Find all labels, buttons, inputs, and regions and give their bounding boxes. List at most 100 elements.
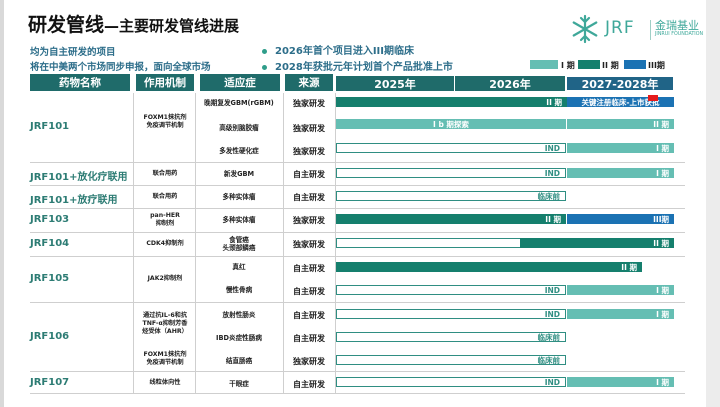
row-separator (30, 232, 685, 233)
legend-phase2-swatch (578, 60, 600, 69)
divider (133, 93, 134, 393)
indication-ibd: IBD炎症性肠病 (216, 334, 262, 342)
source-crc: 独家研发 (293, 357, 325, 366)
bullet-text: 2028年获批元年计划首个产品批准上市 (275, 62, 453, 73)
mech-jrf101-chemo-radio: 联合用药 (152, 170, 178, 177)
red-highlight-mark (648, 95, 658, 101)
drug-jrf101-radio: JRF101+放疗联用 (30, 195, 118, 206)
mech-jrf101: FOXM1抹抗剂 免疫调节机制 (143, 114, 187, 129)
mech-jrf107: 线粒体向性 (149, 379, 181, 386)
slide-left-border (0, 0, 4, 407)
bar-crc-preclinical: 临床前 (336, 355, 566, 365)
divider (195, 93, 196, 393)
indication-pv: 真红 (232, 263, 246, 271)
note-global-market: 将在中美两个市场同步申报，面向全球市场 (30, 62, 211, 73)
logo-en: JINRUI FOUNDATION (655, 32, 704, 37)
indication-radiation-enteritis: 放射性肠炎 (222, 311, 256, 319)
bar-pv-phase2: II 期 (336, 262, 642, 272)
source-ibd: 自主研发 (293, 334, 325, 343)
logo-cn: 金瑞基业 (655, 19, 699, 32)
indication-solid-tumor-jrf103: 多种实体瘤 (222, 216, 256, 224)
row-separator (30, 302, 685, 303)
drug-jrf106: JRF106 (30, 331, 70, 342)
source-new-gbm: 自主研发 (293, 170, 325, 179)
mech-jrf103: pan-HER 抑制剂 (150, 212, 180, 227)
drug-jrf105: JRF105 (30, 273, 70, 284)
header-year-2027-2028: 2027-2028年 (566, 76, 674, 91)
bar-hgg-phase1b: I b 期探索 (336, 119, 566, 129)
bar-ibd-preclinical: 临床前 (336, 332, 566, 342)
bar-ms-phase1: I 期 (567, 143, 674, 153)
bar-dry-eye-ind: IND (336, 377, 566, 387)
header-indication: 适应症 (200, 74, 280, 91)
bullet-text: 2026年首个项目进入III期临床 (275, 46, 414, 57)
bar-chronic-bone-ind: IND (336, 285, 566, 295)
header-year-2026: 2026年 (455, 76, 565, 91)
header-drug: 药物名称 (30, 74, 130, 91)
note-self-developed: 均为自主研发的项目 (30, 47, 116, 58)
indication-new-gbm: 新发GBM (223, 170, 255, 178)
divider (283, 93, 284, 393)
bar-rgbm-pivotal: 关键注册临床-上市获批 (567, 97, 674, 107)
source-solid-tumor-radio: 自主研发 (293, 193, 325, 202)
header-mechanism: 作用机制 (136, 74, 194, 91)
slide-right-border (706, 0, 720, 407)
logo-separator (650, 20, 651, 40)
row-separator (30, 256, 685, 257)
bar-new-gbm-phase1: I 期 (567, 168, 674, 178)
row-separator (30, 162, 685, 163)
snowflake-logo-icon (572, 14, 598, 44)
source-chronic-bone: 自主研发 (293, 287, 325, 296)
mech-jrf106-ahr: 通过抗IL-6和抗 TNF-α抑制芳香 烃受体（AHR） (142, 312, 188, 335)
legend-phase1-label: I 期 (561, 61, 575, 70)
indication-crc: 结直肠癌 (225, 357, 253, 365)
bar-rgbm-phase2: II 期 (336, 97, 567, 107)
mech-jrf104: CDK4抑制剂 (146, 240, 184, 247)
bar-jrf103-phase2: II 期 (336, 214, 566, 224)
drug-jrf104: JRF104 (30, 238, 70, 249)
bullet-approval-2028: 2028年获批元年计划首个产品批准上市 (262, 58, 453, 73)
drug-jrf107: JRF107 (30, 377, 70, 388)
drug-jrf101-chemo-radio: JRF101+放化疗联用 (30, 172, 128, 183)
bar-re-phase1: I 期 (567, 309, 674, 319)
indication-rgbm: 晚期复发GBM(rGBM) (204, 99, 274, 107)
indication-dry-eye: 干眼症 (229, 380, 249, 388)
drug-jrf103: JRF103 (30, 214, 70, 225)
bar-new-gbm-ind: IND (336, 168, 566, 178)
header-source: 来源 (285, 74, 333, 91)
bullet-dot (262, 48, 267, 54)
indication-solid-tumor-radio: 多种实体瘤 (222, 193, 256, 201)
source-jrf103: 独家研发 (293, 216, 325, 225)
bar-jrf104-phase2: II 期 (520, 238, 674, 248)
drug-jrf101: JRF101 (30, 121, 70, 132)
bar-jrf103-phase3: III期 (567, 214, 674, 224)
divider (335, 93, 336, 393)
indication-chronic-bone: 慢性骨病 (225, 286, 253, 294)
source-high-grade-glioma: 独家研发 (293, 124, 325, 133)
bullet-dot (262, 64, 267, 70)
bar-hgg-phase2: II 期 (567, 119, 674, 129)
legend-phase1-swatch (530, 60, 558, 69)
company-logo: JRF 金瑞基业 JINRUI FOUNDATION (570, 12, 710, 48)
source-radiation-enteritis: 自主研发 (293, 311, 325, 320)
legend-phase2-label: II 期 (602, 61, 619, 70)
source-rgbm: 独家研发 (293, 99, 325, 108)
title-main: 研发管线 (28, 14, 105, 36)
mech-jrf101-radio: 联合用药 (152, 193, 178, 200)
row-separator (30, 393, 685, 394)
indication-high-grade-glioma: 高级别脑胶瘤 (219, 124, 259, 132)
bullet-phase3-2026: 2026年首个项目进入III期临床 (262, 42, 414, 57)
bar-ms-ind: IND (336, 143, 566, 153)
page-title: 研发管线—主要研发管线进展 (28, 14, 239, 37)
source-pv: 自主研发 (293, 264, 325, 273)
legend-phase3-swatch (624, 60, 646, 69)
legend-phase3-label: III期 (648, 61, 665, 70)
row-separator (30, 185, 685, 186)
bar-re-ind: IND (336, 309, 566, 319)
source-dry-eye: 自主研发 (293, 380, 325, 389)
bar-solid-tumor-preclinical: 临床前 (336, 191, 566, 201)
source-jrf104: 独家研发 (293, 240, 325, 249)
mech-jrf105: JAK2抑制剂 (147, 275, 183, 282)
title-sub: —主要研发管线进展 (104, 17, 240, 35)
row-separator (30, 208, 685, 209)
